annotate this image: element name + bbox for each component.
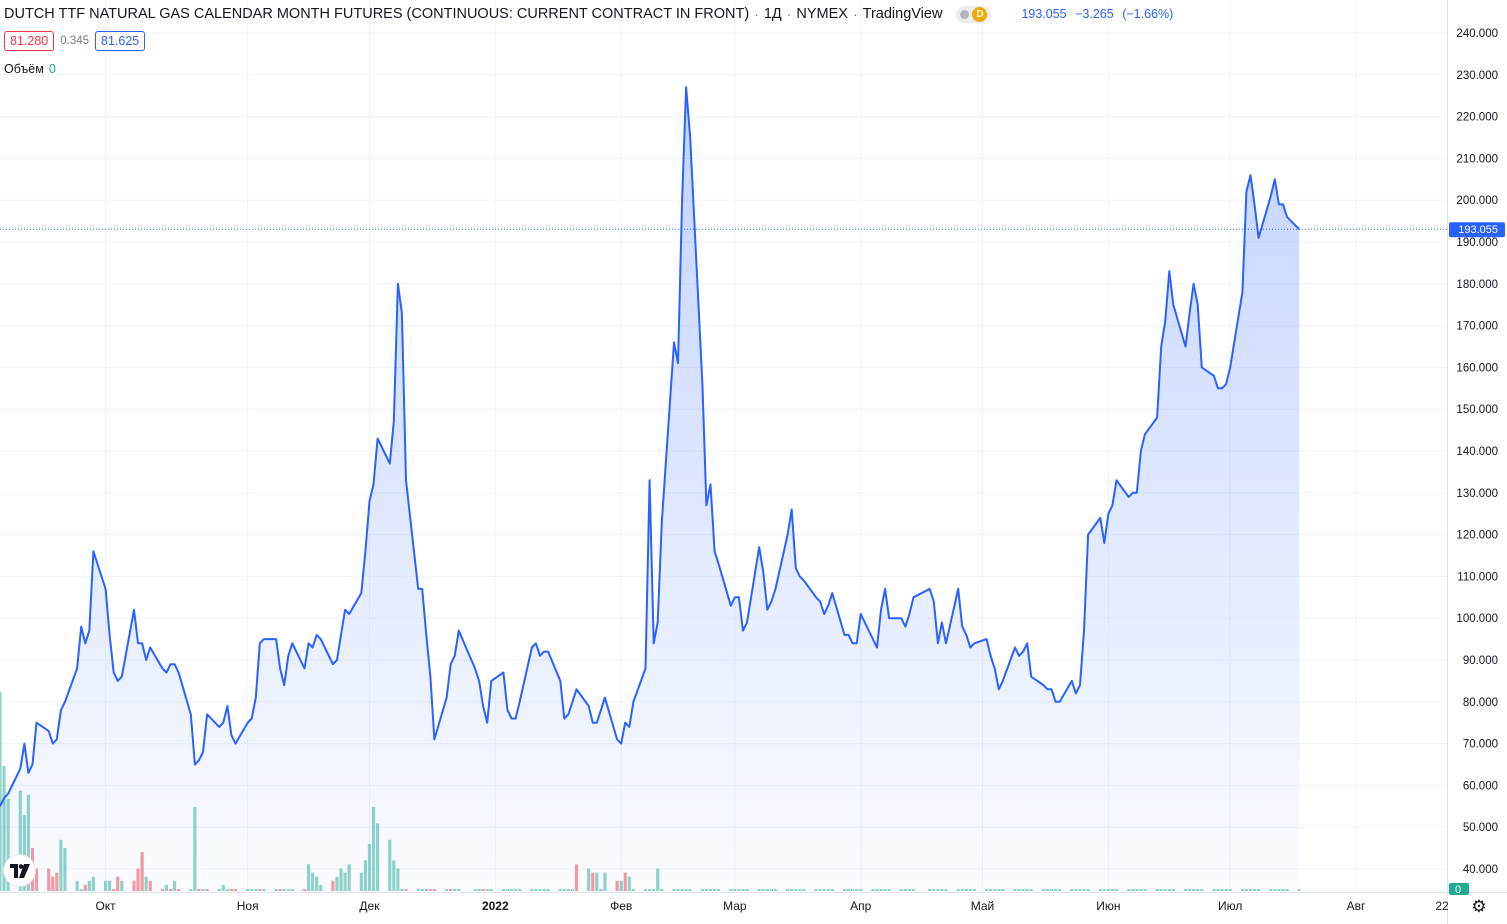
bid-ask-row: 81.280 0.345 81.625 (4, 31, 146, 51)
time-tick-label: Авг (1347, 899, 1366, 913)
price-axis[interactable] (1447, 0, 1507, 924)
quote-values: 193.055 −3.265 (−1.66%) (1021, 7, 1178, 21)
interval-label[interactable]: 1Д (763, 6, 782, 22)
time-tick-label: Окт (95, 899, 116, 913)
price-tick-label: 150.000 (1456, 404, 1498, 416)
last-price-value: 193.055 (1021, 7, 1067, 21)
time-tick-label: Ноя (237, 899, 259, 913)
last-price-label-text: 193.055 (1458, 224, 1498, 236)
chart-legend-title[interactable]: DUTCH TTF NATURAL GAS CALENDAR MONTH FUT… (4, 4, 1178, 24)
price-axis-ticks: 240.000 230.000 220.000 210.000 200.000 190.0… (1456, 28, 1498, 876)
volume-axis-label-text: 0 (1455, 884, 1461, 896)
price-tick-label: 240.000 (1456, 28, 1498, 40)
tradingview-logo-glyph (9, 863, 30, 878)
price-tick-label: 130.000 (1456, 488, 1498, 500)
price-tick-label: 90.000 (1463, 655, 1498, 667)
price-tick-label: 190.000 (1456, 237, 1498, 249)
price-tick-label: 180.000 (1456, 279, 1498, 291)
time-tick-label: 2022 (482, 899, 509, 913)
spread-value: 0.345 (60, 35, 90, 47)
volume-axis-label: 0 (1449, 883, 1469, 896)
time-tick-label: Апр (850, 899, 872, 913)
price-tick-label: 170.000 (1456, 321, 1498, 333)
source-label: TradingView (862, 6, 943, 22)
price-tick-label: 70.000 (1463, 739, 1498, 751)
time-axis-ticks: Окт Ноя Дек 2022 Фев Мар Апр Май Июн Июл Авг 22 (95, 899, 1449, 913)
market-status-pill[interactable]: D (956, 5, 992, 23)
price-tick-label: 60.000 (1463, 780, 1498, 792)
bid-price-box[interactable]: 81.280 (4, 31, 55, 51)
legend-separator: · (786, 6, 792, 22)
price-tick-label: 200.000 (1456, 195, 1498, 207)
price-tick-label: 50.000 (1463, 822, 1498, 834)
tradingview-logo-icon[interactable] (4, 855, 35, 886)
price-tick-label: 100.000 (1456, 613, 1498, 625)
price-tick-label: 230.000 (1456, 70, 1498, 82)
price-tick-label: 140.000 (1456, 446, 1498, 458)
time-tick-label: 22 (1435, 899, 1449, 913)
last-price-label: 193.055 (1449, 222, 1505, 238)
legend-separator: · (852, 6, 858, 22)
price-change-value: −3.265 (1075, 7, 1114, 21)
gear-icon[interactable]: ⚙ (1471, 897, 1487, 916)
ask-price-box[interactable]: 81.625 (95, 31, 146, 51)
volume-legend-label: Объём (4, 62, 44, 76)
delayed-data-badge: D (972, 6, 988, 22)
time-tick-label: Июн (1096, 899, 1120, 913)
exchange-label: NYMEX (796, 6, 848, 22)
volume-legend-value: 0 (48, 62, 56, 76)
symbol-title[interactable]: DUTCH TTF NATURAL GAS CALENDAR MONTH FUT… (4, 6, 750, 22)
volume-legend[interactable]: Объём 0 (4, 62, 56, 76)
time-axis[interactable] (0, 892, 1447, 924)
price-tick-label: 160.000 (1456, 362, 1498, 374)
volume-bar (0, 692, 2, 891)
price-tick-label: 220.000 (1456, 112, 1498, 124)
price-tick-label: 80.000 (1463, 697, 1498, 709)
price-line (0, 86, 1300, 807)
time-tick-label: Дек (359, 899, 380, 913)
price-tick-label: 40.000 (1463, 864, 1498, 876)
price-tick-label: 210.000 (1456, 153, 1498, 165)
price-change-percent: (−1.66%) (1122, 7, 1174, 21)
price-tick-label: 120.000 (1456, 530, 1498, 542)
price-tick-label: 110.000 (1457, 571, 1498, 583)
time-tick-label: Июл (1218, 899, 1242, 913)
market-closed-dot-icon (960, 9, 970, 19)
time-tick-label: Мар (723, 899, 747, 913)
legend-separator: · (754, 6, 759, 22)
time-tick-label: Фев (610, 899, 632, 913)
time-tick-label: Май (971, 899, 995, 913)
